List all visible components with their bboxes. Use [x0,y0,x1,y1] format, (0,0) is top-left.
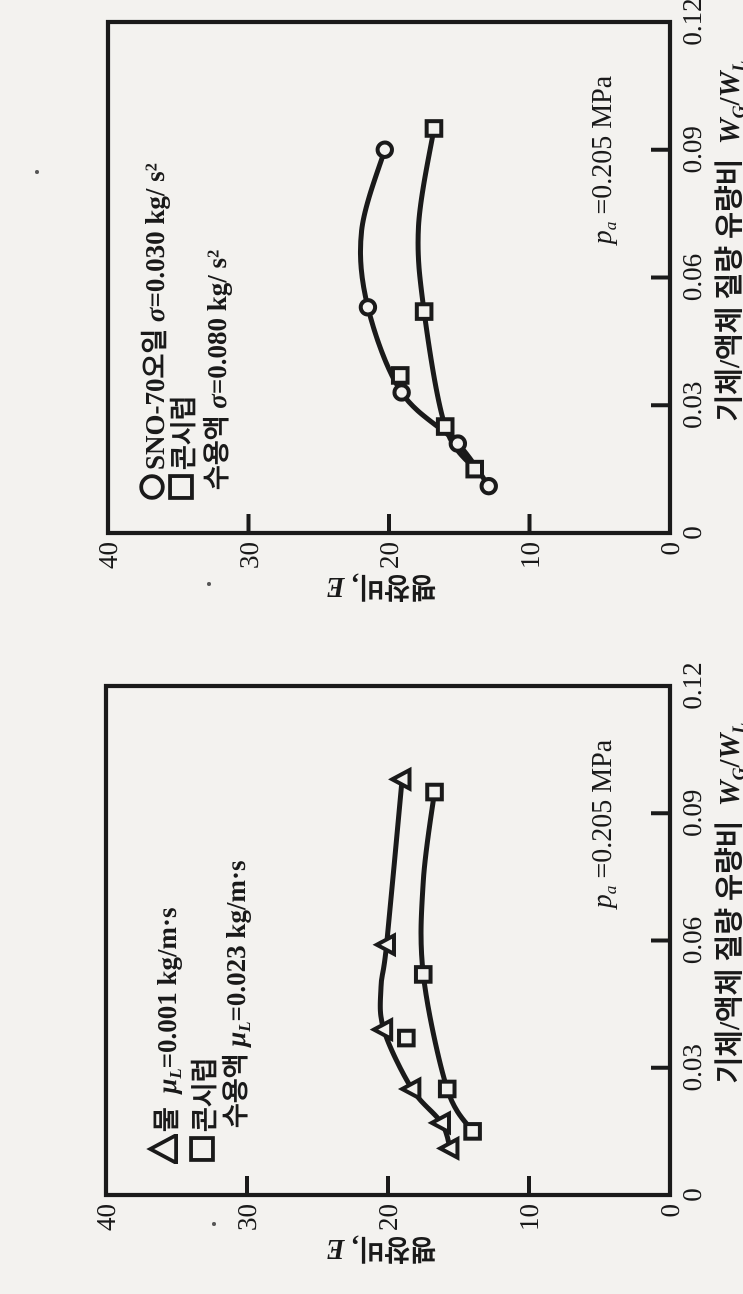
y-axis-title: 팽창비, E [326,1233,436,1264]
data-point-circle [392,383,411,402]
y-tick-label: 0 [655,542,685,556]
data-point-square [390,366,410,385]
plot-area [103,683,673,1198]
x-tick-label: 0.09 [677,126,707,174]
legend-row: 콘시럽 [183,1057,221,1164]
x-tick-label: 0.03 [677,381,707,429]
scan-speck [207,582,211,586]
data-point-circle [375,140,394,159]
legend-marker-circle [139,474,165,500]
x-tick-label: 0.09 [677,789,707,837]
x-tick-label: 0.12 [677,662,707,710]
data-point-square [435,417,455,436]
data-point-square [424,119,444,138]
data-point-square [463,1122,482,1141]
chart-canvas-top: SNO-70오일 σ=0.030 kg/ s2 콘시럽 수용액 σ=0.080 kg… [0,0,743,632]
legend-row: SNO-70오일 σ=0.030 kg/ s2 [133,163,171,502]
chart-canvas-bottom: 물 μL=0.001 kg/m·s 콘시럽 수용액 μL=0.023 kg/m·s … [0,633,743,1265]
data-point-square [414,302,434,321]
scan-speck [212,1222,216,1226]
x-tick-label: 0.06 [677,916,707,965]
scan-speck [35,170,39,174]
x-tick-label: 0.06 [677,253,707,302]
data-point-triangle [369,1017,394,1043]
legend-row: 수용액 μL=0.023 kg/m·s [215,860,254,1128]
chart-panel-bottom: 물 μL=0.001 kg/m·s 콘시럽 수용액 μL=0.023 kg/m·s … [0,633,743,1265]
pressure-annotation: pa =0.205 MPa [587,739,621,909]
data-point-square [437,1079,457,1099]
x-tick-label: 0.12 [677,0,707,46]
legend-marker-shape [189,1136,215,1162]
y-tick-label: 0 [655,1204,685,1218]
x-axis-title: 기체/액체 질량 유량비 WG/WL [714,723,743,1084]
data-point-triangle [435,1135,460,1161]
data-point-circle [479,476,498,496]
legend-marker-shape [168,474,194,500]
legend-marker-triangle [146,1134,179,1164]
y-tick-label: 40 [93,542,123,569]
data-point-square [465,459,485,479]
x-axis-title: 기체/액체 질량 유량비 WG/WL [714,61,743,422]
chart-panel-top: SNO-70오일 σ=0.030 kg/ s2 콘시럽 수용액 σ=0.080 kg… [0,0,743,632]
legend-marker-shape [146,1134,179,1164]
legend-marker-square [189,1136,215,1162]
data-point-circle [358,298,378,317]
legend-row: 물 μL=0.001 kg/m·s [146,907,185,1164]
pressure-annotation: pa =0.205 MPa [587,75,621,245]
y-axis-title: 팽창비, E [326,571,436,602]
data-point-triangle [372,932,396,958]
legend-marker-shape [139,474,165,500]
data-point-triangle [388,766,412,792]
plot-area [105,19,673,536]
y-tick-label: 40 [91,1204,121,1231]
x-tick-label: 0.03 [677,1044,707,1092]
legend-row: 수용액 σ=0.080 kg/ s2 [195,250,233,490]
legend-label: 수용액 σ=0.080 kg/ s2 [201,249,232,490]
data-point-square [425,782,444,802]
legend-label: 물 μL=0.001 kg/m·s [151,907,185,1132]
legend-label: 수용액 μL=0.023 kg/m·s [220,860,254,1128]
data-point-triangle [427,1110,451,1136]
data-point-circle [448,434,468,453]
legend-row: 콘시럽 [162,395,200,502]
data-point-square [397,1028,416,1048]
data-point-square [413,965,433,984]
legend-marker-square [168,474,194,500]
data-point-triangle [397,1076,422,1102]
